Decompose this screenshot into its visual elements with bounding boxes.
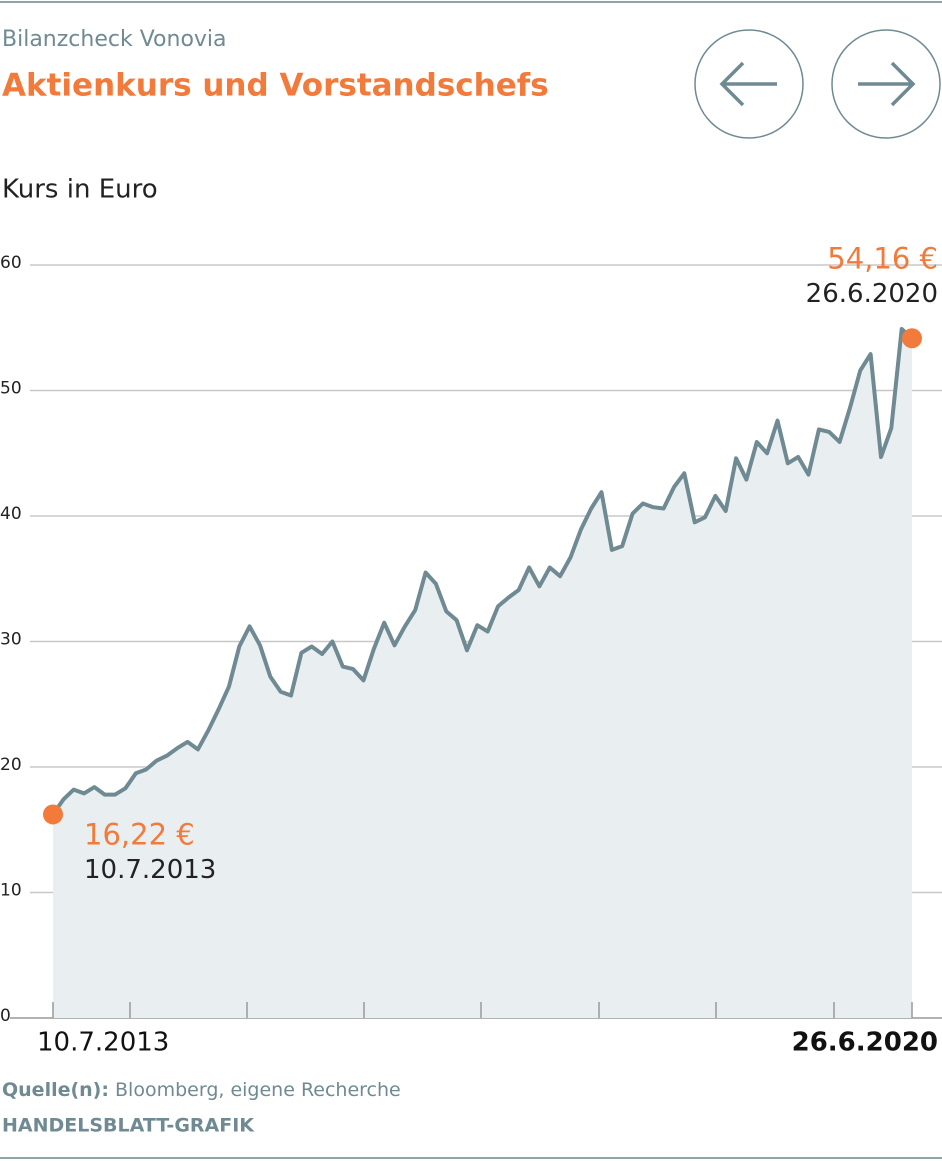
source-label: Quelle(n): <box>2 1079 109 1101</box>
area <box>53 329 912 1018</box>
prev-button[interactable] <box>694 29 804 139</box>
chart-title: Aktienkurs und Vorstandschefs <box>2 68 549 104</box>
value-date: 26.6.2020 <box>806 279 938 309</box>
x-tick-label: 26.6.2020 <box>792 1028 938 1058</box>
y-tick-label: 30 <box>0 630 22 650</box>
value-date: 10.7.2013 <box>84 855 216 885</box>
y-tick-label: 60 <box>0 253 22 273</box>
highlight-dot <box>43 804 63 825</box>
y-tick-label: 20 <box>0 755 22 775</box>
value-label: 16,22 € <box>84 817 195 851</box>
x-axis-ticks <box>129 1002 835 1018</box>
x-tick-label: 10.7.2013 <box>37 1028 169 1058</box>
subtitle: Bilanzcheck Vonovia <box>2 27 227 52</box>
y-tick-label: 40 <box>0 504 22 524</box>
line <box>51 327 914 816</box>
plot: 0 10 20 30 40 50 60 16,22 € 10.7.2013 54,16 € 26.6… <box>0 241 942 1058</box>
y-tick-label: 50 <box>0 379 22 399</box>
next-button[interactable] <box>831 29 941 139</box>
y-tick-label: 0 <box>0 1006 11 1026</box>
y-axis-label: Kurs in Euro <box>2 175 158 205</box>
source-text: Bloomberg, eigene Recherche <box>115 1079 401 1101</box>
highlight-dot <box>902 328 922 349</box>
y-tick-label: 10 <box>0 881 22 901</box>
value-label: 54,16 € <box>827 241 938 275</box>
credit: HANDELSBLATT-GRAFIK <box>2 1115 255 1137</box>
source: Quelle(n): Bloomberg, eigene Recherche <box>2 1079 401 1101</box>
